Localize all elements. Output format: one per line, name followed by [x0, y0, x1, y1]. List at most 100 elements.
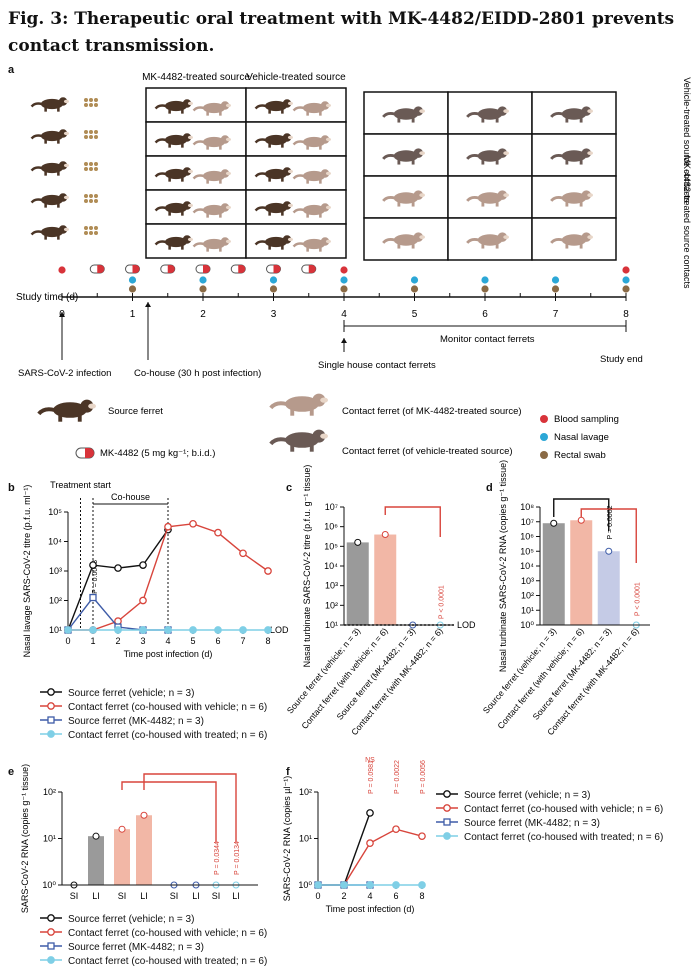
panel-a-schematic: MK-4482-treated source Vehicle-treated s… [16, 72, 692, 461]
leg-e-ct-icon [40, 955, 68, 968]
e-ylabel: SARS-CoV-2 RNA (copies g⁻¹ tissue) [20, 764, 30, 913]
virus-dot [84, 135, 88, 139]
leg-e-cv-icon [40, 927, 68, 940]
nasal-lavage-dot [622, 276, 630, 284]
f-xlabel: Time post infection (d) [326, 904, 415, 914]
virus-dot [84, 194, 88, 198]
virus-dot [84, 167, 88, 171]
legend-panel-e: Source ferret (vehicle; n = 3) Contact f… [40, 912, 267, 968]
virus-dot [84, 226, 88, 230]
d-sig-bracket-black [553, 498, 610, 531]
b-point-contact_treated [89, 626, 97, 634]
panel-label-a: a [8, 64, 15, 76]
chart-f: 10⁰ 10¹ 10² SARS-CoV-2 RNA (copies µl⁻¹) 0 2 4… [282, 757, 427, 914]
virus-dot [94, 130, 98, 134]
virus-dot [94, 98, 98, 102]
leg-b-ct: Contact ferret (co-housed with treated; … [68, 729, 268, 741]
b-point-contact_vehicle [214, 528, 222, 537]
contact-ferret-icon [466, 232, 509, 249]
c-bar-point [354, 538, 362, 546]
e-category-label: SI [70, 891, 79, 901]
virus-dot [89, 103, 93, 107]
nasal-lavage-dot [410, 276, 419, 284]
timeline-day-label: 1 [130, 309, 136, 320]
panel-label-c: c [286, 482, 293, 494]
c-sig-bracket [384, 506, 441, 537]
b-point-contact_vehicle [139, 596, 147, 605]
f-point-source_vehicle [366, 809, 374, 817]
e-bar-contact_vehicle [136, 815, 152, 885]
b-point-contact_vehicle [264, 567, 272, 575]
source-ferret-icon [254, 201, 293, 216]
b-ytick-label: 10² [49, 596, 62, 606]
rectal-swab-dot [481, 285, 489, 293]
leg-e-sv: Source ferret (vehicle; n = 3) [68, 913, 195, 925]
e-sig-bracket-li [143, 773, 237, 842]
d-ytick-label: 10¹ [521, 605, 534, 615]
f-ylabel: SARS-CoV-2 RNA (copies µl⁻¹) [282, 776, 292, 901]
d-bar-source_mk [597, 551, 620, 625]
leg-f-cv-icon [436, 803, 464, 816]
timeline-day-label: 4 [341, 309, 347, 320]
drug-capsule-icon [125, 264, 140, 274]
drug-capsule-icon [266, 264, 281, 274]
f-ns-label: NS [365, 757, 375, 764]
e-ytick-label: 10² [43, 787, 56, 797]
leg-e-cv: Contact ferret (co-housed with vehicle; … [68, 927, 268, 939]
contact-ferret-icon [466, 190, 509, 207]
leg-f-cv: Contact ferret (co-housed with vehicle; … [464, 803, 664, 815]
panel-label-d: d [486, 482, 493, 494]
side-label-vehicle-contacts: Vehicle-treated source contacts [682, 77, 692, 203]
legend-drug: MK-4482 (5 mg kg⁻¹; b.i.d.) [100, 448, 215, 459]
d-bar-contact_vehicle [570, 520, 593, 625]
legend-nasal: Nasal lavage [554, 432, 609, 443]
figure-title: Fig. 3: Therapeutic oral treatment with … [8, 9, 675, 56]
contact-ferret-icon [466, 106, 509, 123]
f-ytick-label: 10⁰ [298, 880, 312, 890]
c-ytick-label: 10⁶ [324, 522, 338, 532]
c-lod-label: LOD [457, 620, 476, 630]
source-ferret-icon [30, 97, 69, 112]
event-study-end: Study end [600, 354, 643, 365]
f-ytick-label: 10² [299, 787, 312, 797]
legend-panel-b: Source ferret (vehicle; n = 3) Contact f… [40, 686, 267, 742]
source-ferret-icon [154, 201, 193, 216]
legend-blood-dot [540, 415, 548, 423]
timeline-day-label: 8 [623, 309, 629, 320]
d-ytick-label: 10⁷ [521, 517, 534, 527]
source-ferret-icon [30, 129, 69, 144]
legend-contact-veh-icon [269, 429, 328, 452]
f-xtick-label: 2 [341, 891, 346, 901]
f-pvalue: P = 0.0022 [394, 760, 401, 794]
virus-dot [94, 103, 98, 107]
contact-ferret-icon [382, 106, 425, 123]
f-point-contact_treated [314, 881, 322, 889]
b-xtick-label: 6 [215, 636, 220, 646]
arrow-head [59, 312, 65, 317]
chart-b: 10¹ 10² 10³ 10⁴ 10⁵ 0 1 2 3 4 5 6 7 8 Time post infect… [22, 480, 289, 659]
c-ytick-label: 10¹ [325, 620, 338, 630]
f-xtick-label: 4 [367, 891, 372, 901]
source-ferret-icon [30, 225, 69, 240]
legend-blood: Blood sampling [554, 414, 619, 425]
legend-capsule-icon [75, 447, 95, 459]
leg-b-sm: Source ferret (MK-4482; n = 3) [68, 715, 204, 727]
timeline-day-label: 3 [271, 309, 277, 320]
e-bar-source_vehicle [88, 836, 104, 885]
leg-b-sv-icon [40, 687, 68, 700]
c-bar-point [381, 531, 389, 539]
virus-dot [84, 231, 88, 235]
e-bar-contact_vehicle [114, 829, 130, 885]
b-point-contact_treated [64, 626, 72, 634]
e-category-label: LI [92, 891, 100, 901]
b-point-contact_treated [189, 626, 197, 634]
drug-capsule-icon [89, 264, 105, 274]
leg-b-ct-icon [40, 729, 68, 742]
contact-ferret-icon [382, 190, 425, 207]
virus-dot [94, 226, 98, 230]
b-cohouse-label: Co-house [111, 492, 150, 502]
panel-label-e: e [8, 766, 15, 778]
virus-dot [94, 199, 98, 203]
d-ytick-label: 10² [521, 591, 534, 601]
f-point-contact_treated [366, 881, 374, 889]
